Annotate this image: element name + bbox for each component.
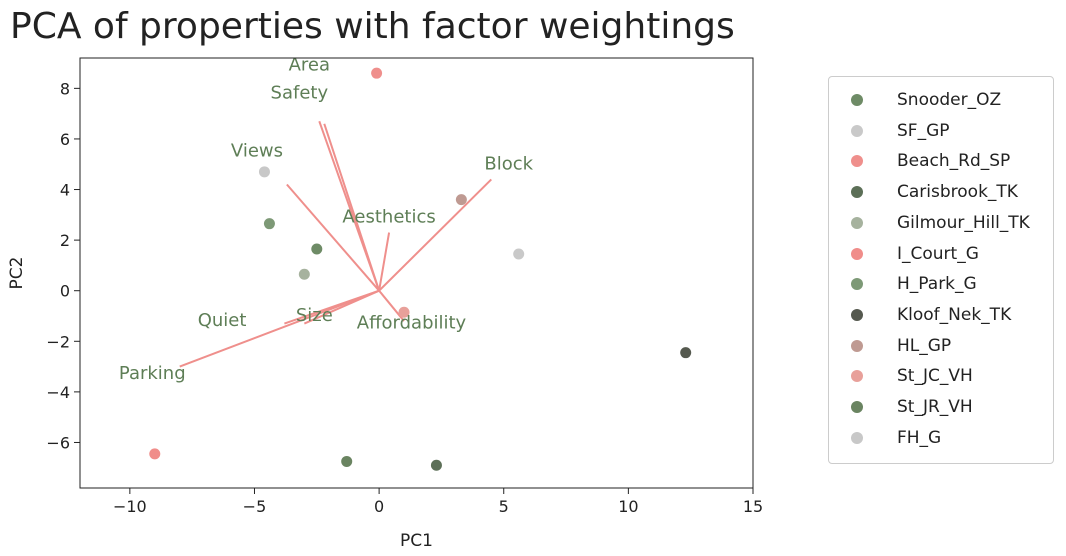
- legend-label: Beach_Rd_SP: [897, 151, 1011, 172]
- loading-arrows: [179, 120, 492, 368]
- legend-label: St_JR_VH: [897, 397, 973, 417]
- legend-marker: [851, 216, 863, 229]
- y-axis-label: PC2: [7, 257, 27, 290]
- point-sf-gp: [513, 248, 525, 260]
- legend-marker: [851, 155, 863, 168]
- chart-title: PCA of properties with factor weightings: [10, 6, 735, 47]
- y-tick-label: 2: [60, 231, 70, 250]
- x-tick-label: 0: [374, 497, 384, 516]
- loading-label-quiet: Quiet: [198, 310, 247, 331]
- legend-label: I_Court_G: [897, 243, 979, 264]
- legend-item: H_Park_G: [829, 269, 977, 299]
- loading-label-views: Views: [231, 141, 283, 162]
- loading-label-safety: Safety: [271, 82, 329, 103]
- legend-item: St_JC_VH: [829, 361, 973, 391]
- y-tick-label: 0: [60, 282, 70, 301]
- legend-label: SF_GP: [897, 120, 950, 141]
- point-kloof-nek-tk: [680, 347, 692, 359]
- legend-marker: [851, 308, 863, 321]
- legend-item: Kloof_Nek_TK: [829, 300, 1011, 330]
- legend-item: Beach_Rd_SP: [829, 146, 1010, 176]
- legend: Snooder_OZ SF_GP Beach_Rd_SP Carisbrook_TK G…: [828, 76, 1054, 464]
- legend-label: Gilmour_Hill_TK: [897, 212, 1030, 233]
- y-tick-label: −4: [46, 383, 70, 402]
- legend-label: Kloof_Nek_TK: [897, 304, 1012, 325]
- loading-label-size: Size: [296, 305, 333, 326]
- x-tick-label: 15: [743, 497, 763, 516]
- x-axis-label: PC1: [400, 531, 433, 551]
- legend-label: FH_G: [897, 427, 942, 448]
- axes-frame: [79, 57, 754, 489]
- loading-arrow-parking: [179, 289, 380, 368]
- loading-label-affordability: Affordability: [357, 313, 467, 334]
- point-i-court-g: [149, 448, 161, 460]
- legend-marker: [851, 124, 863, 137]
- legend-item: HL_GP: [829, 331, 951, 361]
- legend-marker: [851, 278, 863, 291]
- axis-ticks: −10 −5 0 5 10 15 −6 −4 −2 0 2 4 6 8: [46, 79, 763, 516]
- legend-marker: [851, 370, 863, 383]
- legend-marker: [851, 94, 863, 106]
- point-fh-g: [258, 166, 270, 178]
- x-tick-label: 5: [499, 497, 509, 516]
- x-tick-label: 10: [618, 497, 638, 516]
- point-h-park-g: [263, 218, 275, 230]
- legend-marker: [851, 401, 863, 413]
- legend-marker: [851, 339, 863, 352]
- loading-arrow-affordability: [378, 290, 405, 322]
- y-tick-label: 4: [60, 181, 70, 200]
- point-st-jc-vh: [398, 306, 410, 318]
- legend-label: Carisbrook_TK: [897, 182, 1018, 203]
- point-beach-rd-sp: [371, 67, 383, 79]
- legend-item: Snooder_OZ: [829, 85, 1001, 115]
- y-tick-label: −2: [46, 332, 70, 351]
- loading-labels: Area Safety Views Block Aesthetics Quiet Size A…: [119, 55, 534, 385]
- point-hl-gp: [455, 194, 467, 206]
- point-carisbrook-tk: [430, 459, 442, 471]
- loading-arrow-block: [378, 178, 492, 292]
- point-st-jr-vh: [341, 455, 353, 467]
- legend-marker: [851, 186, 863, 199]
- loading-label-area: Area: [289, 55, 330, 76]
- loading-arrow-safety: [323, 123, 381, 292]
- loading-arrow-views: [286, 183, 380, 292]
- data-points: [149, 67, 692, 471]
- legend-label: HL_GP: [897, 335, 952, 356]
- legend-label: St_JC_VH: [897, 366, 973, 387]
- legend-marker: [851, 431, 863, 444]
- legend-item: Gilmour_Hill_TK: [829, 208, 1030, 238]
- x-tick-label: −5: [243, 497, 267, 516]
- loading-label-parking: Parking: [119, 363, 186, 384]
- x-tick-label: −10: [113, 497, 147, 516]
- y-tick-label: 6: [60, 130, 70, 149]
- loading-label-aesthetics: Aesthetics: [342, 206, 435, 227]
- point-snooder-oz: [311, 243, 323, 255]
- legend-item: Carisbrook_TK: [829, 177, 1018, 207]
- legend-item: FH_G: [829, 423, 941, 453]
- legend-label: Snooder_OZ: [897, 90, 1002, 110]
- y-tick-label: 8: [60, 79, 70, 98]
- loading-label-block: Block: [484, 153, 533, 174]
- legend-marker: [851, 247, 863, 260]
- legend-item: I_Court_G: [829, 239, 979, 269]
- point-gilmour-hill-tk: [298, 268, 310, 280]
- legend-item: St_JR_VH: [829, 392, 973, 422]
- legend-label: H_Park_G: [897, 274, 977, 295]
- y-tick-label: −6: [46, 433, 70, 452]
- legend-item: SF_GP: [829, 116, 950, 146]
- loading-arrow-aesthetics: [378, 232, 391, 291]
